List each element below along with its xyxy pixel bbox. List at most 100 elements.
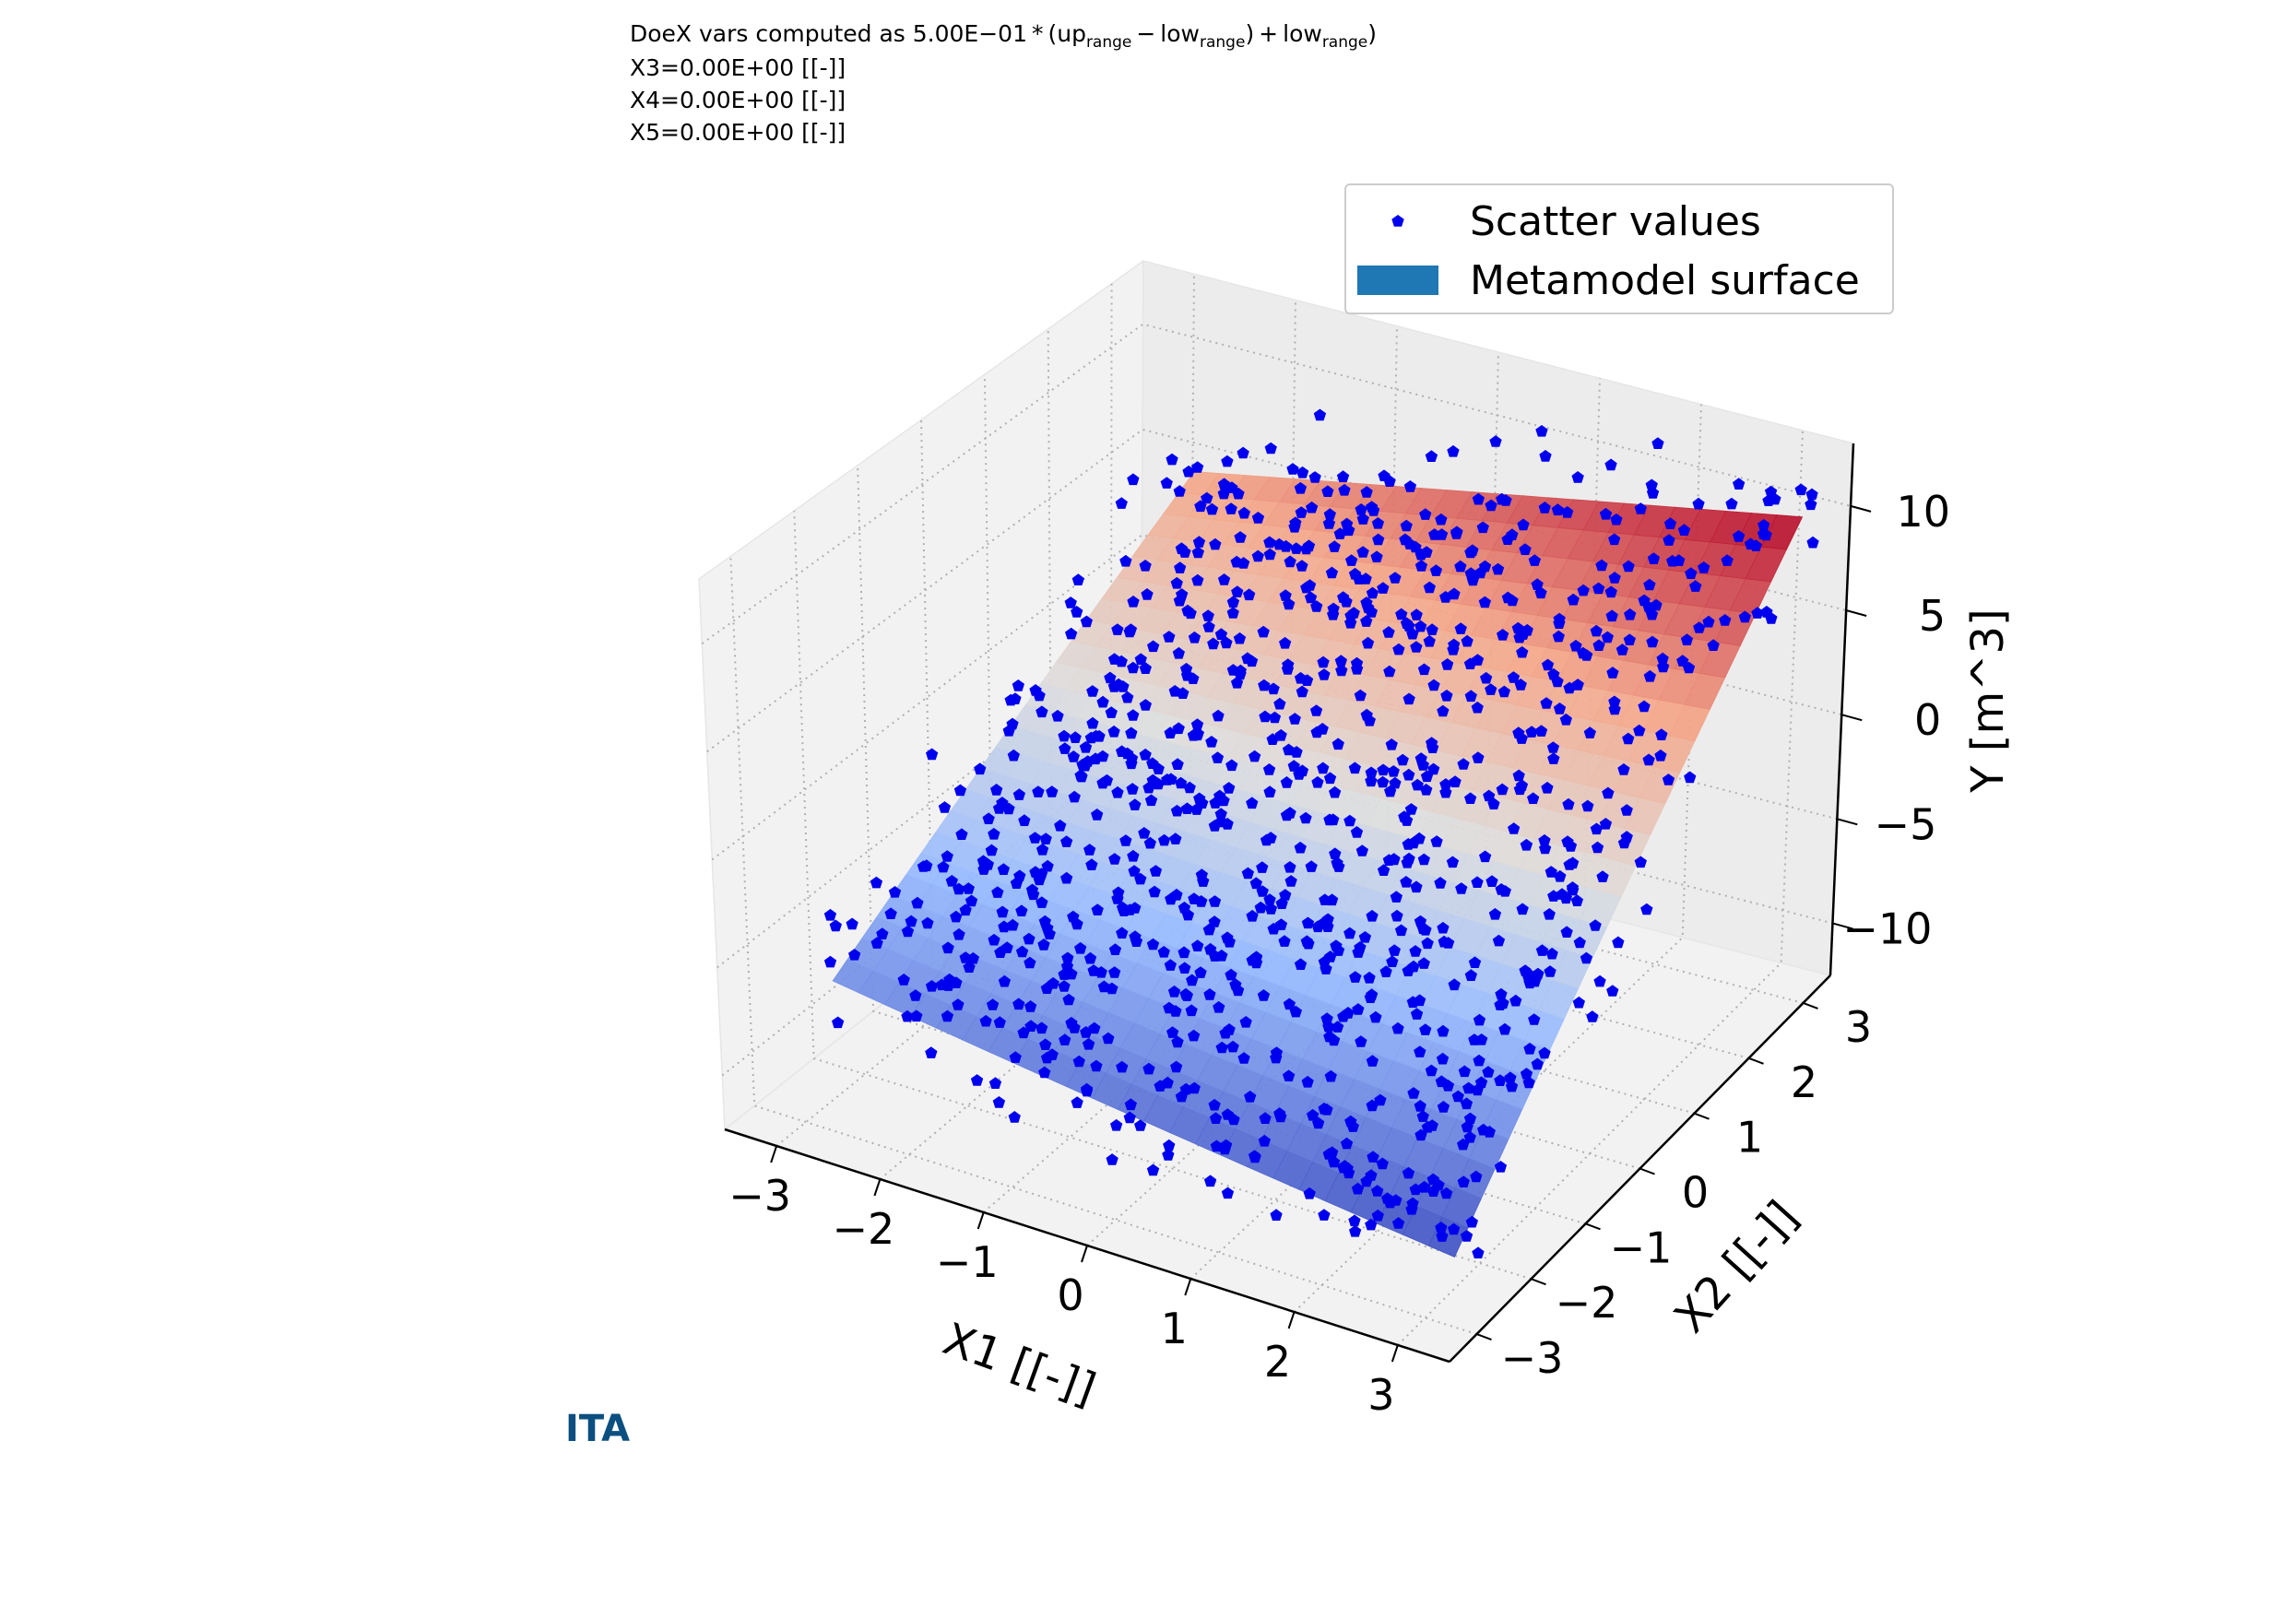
scatter-point (870, 937, 883, 949)
scatter-point (1320, 1012, 1333, 1024)
scatter-point (1516, 645, 1529, 658)
scatter-point (1329, 847, 1342, 859)
scatter-point (996, 905, 1009, 918)
legend-item-surface: Metamodel surface (1346, 257, 1860, 304)
scatter-point (1121, 691, 1134, 703)
scatter-point (1634, 502, 1647, 514)
scatter-point (1178, 962, 1191, 974)
scatter-point (1589, 919, 1602, 931)
scatter-point (1214, 628, 1228, 640)
scatter-point (1317, 655, 1330, 668)
scatter-point (1209, 1112, 1223, 1124)
y-tick-label: 1 (1736, 1113, 1763, 1163)
scatter-point (1464, 792, 1477, 804)
scatter-point (1343, 927, 1356, 939)
scatter-point (1259, 1112, 1272, 1124)
scatter-point (1435, 1222, 1448, 1234)
scatter-point (1194, 966, 1207, 978)
scatter-point (1512, 726, 1525, 738)
x-tick-label: 2 (1264, 1337, 1291, 1387)
scatter-point (1305, 860, 1318, 872)
scatter-point (1539, 842, 1552, 855)
scatter-point (1149, 865, 1163, 877)
scatter-point (1552, 630, 1565, 643)
scatter-point (1497, 685, 1510, 698)
scatter-point (1567, 593, 1580, 606)
scatter-point (1008, 1111, 1021, 1123)
scatter-point (1115, 497, 1128, 509)
scatter-point (1559, 713, 1572, 726)
x-axis-label: X1 [[-]] (937, 1313, 1103, 1415)
scatter-point (1655, 728, 1668, 740)
scatter-point (1170, 576, 1183, 589)
z-tick-label: −10 (1842, 903, 1932, 953)
scatter-point (1612, 936, 1625, 949)
scatter-point (1805, 488, 1818, 501)
scatter-point (1202, 620, 1215, 632)
scatter-point (1251, 512, 1265, 524)
scatter-point (1119, 554, 1132, 567)
scatter-point (823, 955, 837, 968)
scatter-point (1383, 665, 1396, 678)
scatter-point (938, 801, 952, 813)
x-tick-label: 3 (1367, 1370, 1394, 1420)
scatter-point (1241, 652, 1254, 665)
scatter-point (1191, 461, 1204, 473)
scatter-point (1211, 751, 1225, 763)
scatter-point (1423, 634, 1436, 647)
scatter-point (1171, 1035, 1184, 1048)
y-tick-mark (1694, 1112, 1710, 1120)
scatter-point (1508, 822, 1521, 834)
scatter-point (1279, 889, 1292, 901)
scatter-point (1104, 671, 1117, 684)
scatter-point (1205, 736, 1218, 748)
scatter-point (1086, 716, 1099, 729)
scatter-point (1451, 1090, 1464, 1103)
scatter-point (1516, 903, 1529, 915)
scatter-point (1165, 773, 1178, 785)
scatter-point (1210, 1140, 1223, 1152)
scatter-point (1209, 537, 1222, 550)
scatter-point (1002, 802, 1015, 815)
scatter-point (1448, 587, 1461, 600)
scatter-point (1341, 1162, 1354, 1175)
scatter-point (1248, 1150, 1261, 1162)
scatter-point (1343, 814, 1356, 827)
scatter-point (1294, 958, 1308, 970)
scatter-point (1069, 731, 1082, 743)
scatter-point (1080, 615, 1093, 628)
scatter-point (1541, 658, 1555, 671)
scatter-point (1540, 697, 1553, 709)
scatter-point (1400, 876, 1413, 888)
scatter-point (1191, 546, 1204, 559)
scatter-point (1232, 487, 1245, 500)
y-tick-label: −2 (1556, 1278, 1618, 1328)
scatter-point (1181, 604, 1194, 617)
scatter-point (986, 998, 1000, 1010)
scatter-point (1288, 713, 1301, 725)
scatter-point (1246, 797, 1259, 809)
scatter-point (1592, 582, 1605, 595)
scatter-point (1322, 517, 1336, 529)
scatter-point (1528, 554, 1541, 566)
scatter-point (1142, 1062, 1155, 1075)
scatter-point (1414, 1045, 1426, 1057)
scatter-point (1263, 548, 1276, 561)
scatter-point (1349, 971, 1362, 983)
scatter-point (1623, 633, 1636, 645)
scatter-point (1205, 502, 1219, 515)
scatter-point (953, 784, 967, 797)
scatter-point (1547, 667, 1560, 680)
scatter-point (1038, 915, 1051, 927)
scatter-point (1264, 832, 1277, 844)
scatter-point (1320, 1103, 1333, 1116)
scatter-point (1116, 745, 1129, 757)
scatter-point (920, 859, 933, 871)
scatter-point (1473, 1054, 1485, 1067)
scatter-point (1450, 527, 1463, 539)
scatter-point (1556, 888, 1568, 900)
scatter-point (990, 784, 1003, 796)
scatter-point (1427, 679, 1440, 691)
scatter-point (1273, 697, 1286, 710)
legend: Scatter values Metamodel surface (1344, 183, 1894, 314)
